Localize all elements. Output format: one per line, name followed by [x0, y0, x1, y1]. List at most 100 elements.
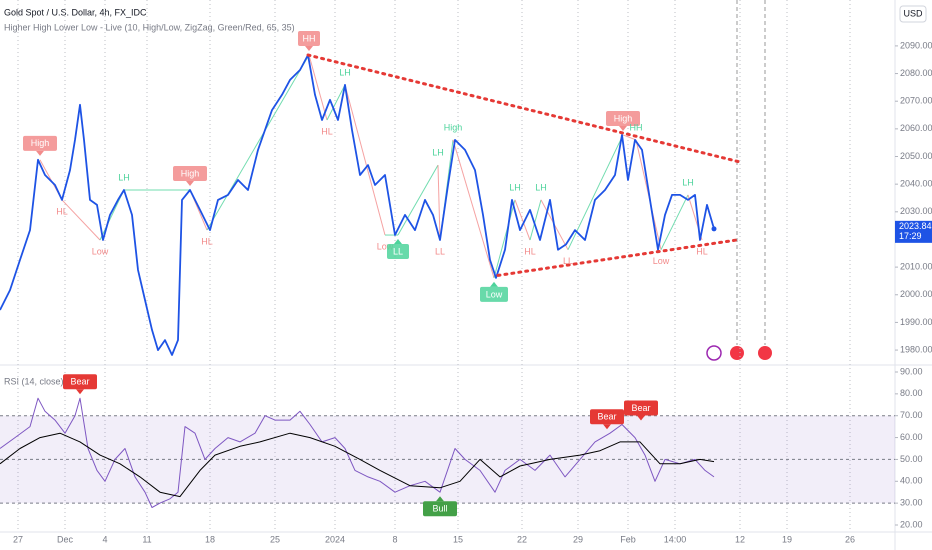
x-tick-label: 22 — [517, 534, 527, 544]
event-icon[interactable] — [730, 346, 744, 360]
annotation: Bear — [631, 403, 650, 413]
y-tick-label: 2000.00 — [900, 289, 932, 299]
annotation: Low — [377, 241, 394, 251]
x-tick-label: 12 — [735, 534, 745, 544]
annotation-box — [480, 286, 508, 302]
annotation-pointer — [619, 125, 627, 131]
y-tick-label: 2080.00 — [900, 68, 932, 78]
annotation: LH — [535, 182, 547, 192]
y-tick-label: 2030.00 — [900, 206, 932, 216]
last-price: 2023.84 — [899, 221, 932, 231]
x-tick-label: 26 — [845, 534, 855, 544]
annotation: High — [181, 168, 200, 178]
chart-title: Gold Spot / U.S. Dollar, 4h, FX_IDC — [4, 7, 147, 17]
annotation: Bear — [70, 377, 89, 387]
annotation: HL — [56, 206, 68, 216]
event-icon[interactable] — [706, 345, 722, 361]
annotation: LH — [339, 67, 351, 77]
x-tick-label: 8 — [392, 534, 397, 544]
countdown: 17:29 — [899, 231, 922, 241]
y-tick-label: 30.00 — [900, 498, 923, 508]
x-tick-label: 18 — [205, 534, 215, 544]
y-tick-label: 2070.00 — [900, 96, 932, 106]
annotation: HL — [696, 246, 708, 256]
y-tick-label: 90.00 — [900, 366, 923, 376]
zigzag — [437, 165, 441, 241]
x-tick-label: 4 — [102, 534, 107, 544]
zigzag — [529, 199, 542, 241]
annotation: LH — [509, 182, 521, 192]
annotation: HH — [303, 33, 316, 43]
annotation-pointer — [637, 415, 645, 421]
y-tick-label: 40.00 — [900, 476, 923, 486]
annotation: Bear — [597, 412, 616, 422]
x-tick-label: 2024 — [325, 534, 345, 544]
annotation: HL — [524, 246, 536, 256]
annotation-pointer — [394, 239, 402, 245]
x-tick-label: Feb — [620, 534, 636, 544]
series-line — [0, 397, 715, 508]
annotation-pointer — [76, 389, 84, 395]
y-tick-label: 2010.00 — [900, 261, 932, 271]
annotation: LH — [118, 172, 130, 182]
zigzag — [206, 54, 310, 231]
zigzag — [622, 134, 637, 141]
currency-button[interactable] — [899, 5, 927, 23]
last-point — [711, 226, 717, 232]
annotation-box — [606, 110, 640, 126]
annotation-box — [298, 31, 320, 47]
y-tick-label: 1990.00 — [900, 317, 932, 327]
annotation: Low — [486, 289, 503, 299]
zigzag — [326, 84, 346, 121]
currency: USD — [903, 8, 923, 18]
annotation: LL — [563, 256, 573, 266]
rsi-title: RSI (14, close) — [4, 376, 64, 386]
annotation: Low — [653, 256, 670, 266]
annotation: HL — [321, 126, 333, 136]
annotation-box — [63, 374, 97, 390]
annotation: LL — [435, 246, 445, 256]
zigzag — [567, 134, 624, 250]
x-tick-label: 25 — [270, 534, 280, 544]
trend-line — [306, 53, 742, 164]
x-tick-label: 11 — [142, 534, 151, 544]
series-line — [0, 432, 715, 498]
indicator-title: Higher High Lower Low - Live (10, High/L… — [4, 22, 295, 32]
annotation-pointer — [603, 424, 611, 430]
annotation: HH — [630, 122, 643, 132]
annotation-pointer — [305, 46, 313, 52]
y-tick-label: 50.00 — [900, 454, 923, 464]
zigzag — [344, 84, 386, 236]
y-tick-label: 2040.00 — [900, 179, 932, 189]
y-tick-label: 70.00 — [900, 410, 923, 420]
y-tick-label: 1980.00 — [900, 344, 932, 354]
x-tick-label: 14:00 — [664, 534, 687, 544]
event-icon[interactable] — [758, 346, 772, 360]
y-tick-label: 2050.00 — [900, 151, 932, 161]
annotation: Bull — [432, 504, 447, 514]
annotation-box — [23, 135, 57, 151]
x-tick-label: 27 — [13, 534, 23, 544]
annotation: Low — [92, 246, 109, 256]
x-tick-label: 15 — [453, 534, 463, 544]
annotation-box — [173, 165, 207, 181]
price-label-bg — [895, 220, 932, 243]
zigzag — [452, 139, 495, 279]
series-line — [0, 54, 715, 356]
annotation-pointer — [186, 180, 194, 186]
annotation-box — [624, 400, 658, 416]
annotation: LH — [682, 177, 694, 187]
annotation-pointer — [36, 150, 44, 156]
annotation-box — [590, 409, 624, 425]
annotation-pointer — [490, 281, 498, 287]
zigzag — [514, 199, 531, 241]
y-tick-label: 2060.00 — [900, 123, 932, 133]
y-tick-label: 20.00 — [900, 519, 923, 529]
zigzag — [397, 164, 439, 236]
x-tick-label: 19 — [782, 534, 792, 544]
x-tick-label: Dec — [57, 534, 74, 544]
annotation: High — [31, 138, 50, 148]
trend-line — [496, 238, 742, 277]
annotation: LH — [432, 147, 444, 157]
